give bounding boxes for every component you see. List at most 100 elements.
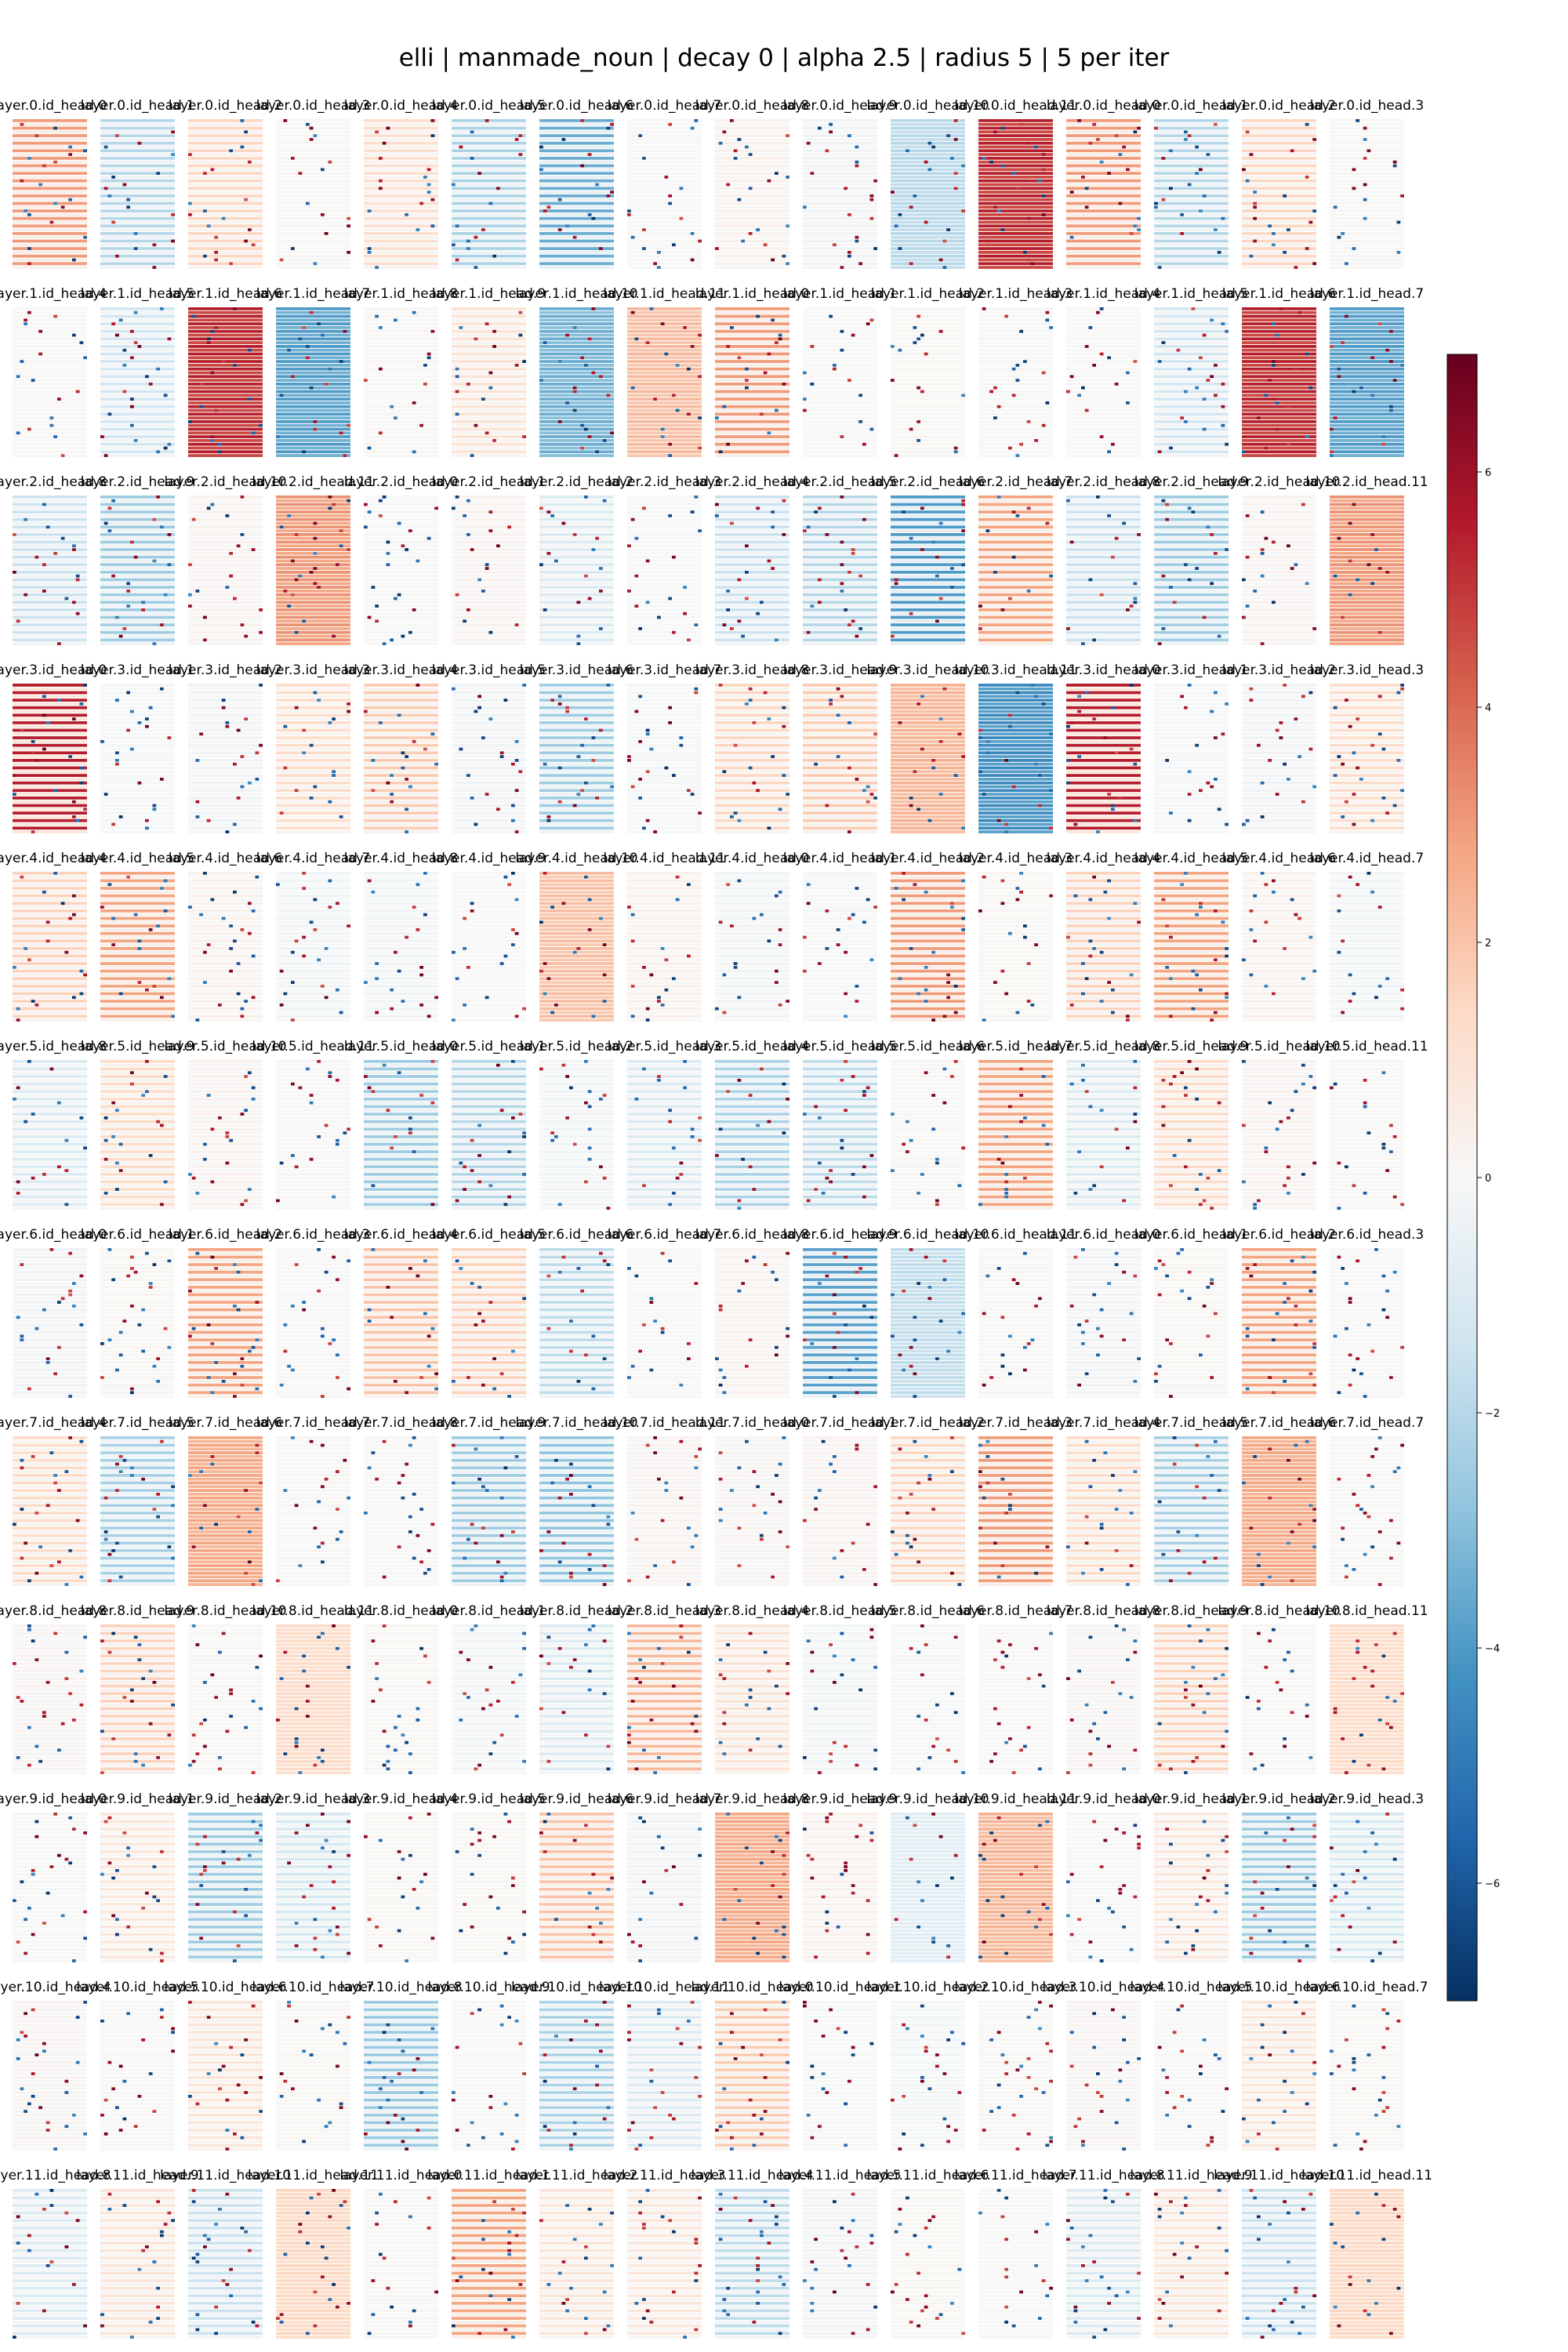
heatmap-row: [803, 420, 877, 423]
heatmap-cell: [367, 510, 372, 514]
panel-title: layer.2.id_head.5: [783, 474, 897, 490]
heatmap-row: [627, 687, 702, 691]
heatmap-panel: layer.4.id_head.7: [256, 851, 370, 1022]
heatmap-panel: layer.4.id_head.11: [603, 851, 726, 1022]
heatmap-panel: layer.3.id_head.11: [954, 662, 1077, 833]
heatmap-row: [715, 872, 789, 875]
heatmap-row: [13, 822, 87, 826]
heatmap-cell: [730, 119, 734, 122]
heatmap-cell: [924, 352, 928, 356]
heatmap-cell: [1099, 307, 1104, 310]
heatmap-panel: layer.3.id_head.7: [608, 662, 721, 833]
heatmap-cell: [324, 232, 328, 235]
heatmap-cell: [347, 710, 350, 713]
heatmap-row: [715, 552, 789, 555]
heatmap-row: [100, 243, 175, 247]
heatmap-row: [13, 766, 87, 770]
heatmap-row: [1154, 789, 1229, 793]
heatmap-row: [978, 333, 1053, 337]
heatmap-row: [978, 634, 1053, 638]
heatmap-cell: [405, 935, 408, 939]
heatmap-row: [539, 525, 614, 529]
heatmap-row: [100, 924, 175, 927]
heatmap-row: [13, 751, 87, 755]
heatmap-row: [627, 597, 702, 601]
heatmap-cell: [1385, 348, 1389, 352]
heatmap-cell: [152, 266, 157, 269]
heatmap-row: [1242, 310, 1316, 314]
heatmap-row: [891, 627, 965, 630]
heatmap-cell: [985, 751, 990, 755]
heatmap-cell: [1191, 1007, 1196, 1011]
heatmap-cell: [1069, 375, 1074, 379]
heatmap-cell: [726, 345, 730, 348]
heatmap-row: [1066, 258, 1141, 262]
heatmap-row: [891, 122, 965, 126]
heatmap-cell: [1161, 574, 1166, 578]
heatmap-cell: [539, 563, 543, 567]
heatmap-cell: [1107, 356, 1111, 360]
heatmap-cell: [248, 348, 252, 352]
heatmap-row: [1242, 593, 1316, 597]
heatmap-row: [188, 563, 263, 567]
heatmap-cell: [1084, 977, 1089, 981]
heatmap-row: [627, 401, 702, 405]
heatmap-cell: [485, 996, 489, 1000]
heatmap-cell: [259, 423, 263, 427]
heatmap-row: [364, 1007, 438, 1011]
heatmap-row: [715, 615, 789, 619]
heatmap-row: [100, 503, 175, 506]
heatmap-row: [13, 981, 87, 984]
heatmap-cell: [730, 924, 734, 927]
heatmap-row: [1242, 412, 1316, 416]
heatmap-row: [452, 966, 526, 969]
heatmap-row: [188, 597, 263, 601]
heatmap-panel: layer.2.id_head.10: [164, 474, 287, 645]
heatmap-cell: [630, 939, 635, 943]
heatmap-cell: [364, 525, 368, 529]
heatmap-row: [364, 224, 438, 228]
heatmap-row: [13, 567, 87, 570]
heatmap-row: [13, 536, 87, 540]
heatmap-cell: [737, 818, 742, 822]
heatmap-cell: [1245, 179, 1250, 183]
heatmap-cell: [778, 337, 782, 341]
heatmap-row: [1330, 808, 1404, 811]
heatmap-cell: [599, 590, 603, 593]
heatmap-row: [100, 254, 175, 258]
heatmap-row: [1330, 578, 1404, 582]
heatmap-row: [1242, 781, 1316, 785]
heatmap-row: [364, 333, 438, 337]
heatmap-row: [803, 360, 877, 363]
heatmap-row: [891, 578, 965, 582]
heatmap-row: [1154, 785, 1229, 789]
heatmap-row: [188, 544, 263, 548]
heatmap-row: [891, 390, 965, 394]
heatmap-row: [1066, 213, 1141, 216]
heatmap-cell: [810, 604, 815, 608]
heatmap-cell: [687, 954, 691, 958]
heatmap-row: [364, 232, 438, 235]
heatmap-row: [452, 157, 526, 160]
heatmap-cell: [148, 383, 153, 386]
heatmap-row: [100, 224, 175, 228]
heatmap-cell: [803, 408, 807, 412]
heatmap-row: [188, 427, 263, 431]
heatmap-cell: [1111, 555, 1115, 559]
heatmap-row: [978, 774, 1053, 777]
heatmap-row: [13, 247, 87, 250]
heatmap-row: [276, 503, 350, 506]
panel-title: layer.0.id_head.10: [866, 98, 989, 114]
heatmap-row: [891, 872, 965, 875]
heatmap-cell: [137, 981, 142, 984]
heatmap-row: [978, 800, 1053, 804]
heatmap-cell: [855, 145, 859, 149]
heatmap-row: [452, 985, 526, 988]
heatmap-cell: [1099, 593, 1104, 597]
heatmap-row: [1066, 935, 1141, 939]
heatmap-cell: [111, 322, 115, 325]
heatmap-row: [188, 439, 263, 442]
heatmap-cell: [255, 751, 260, 755]
heatmap-row: [100, 367, 175, 371]
heatmap-row: [13, 390, 87, 394]
